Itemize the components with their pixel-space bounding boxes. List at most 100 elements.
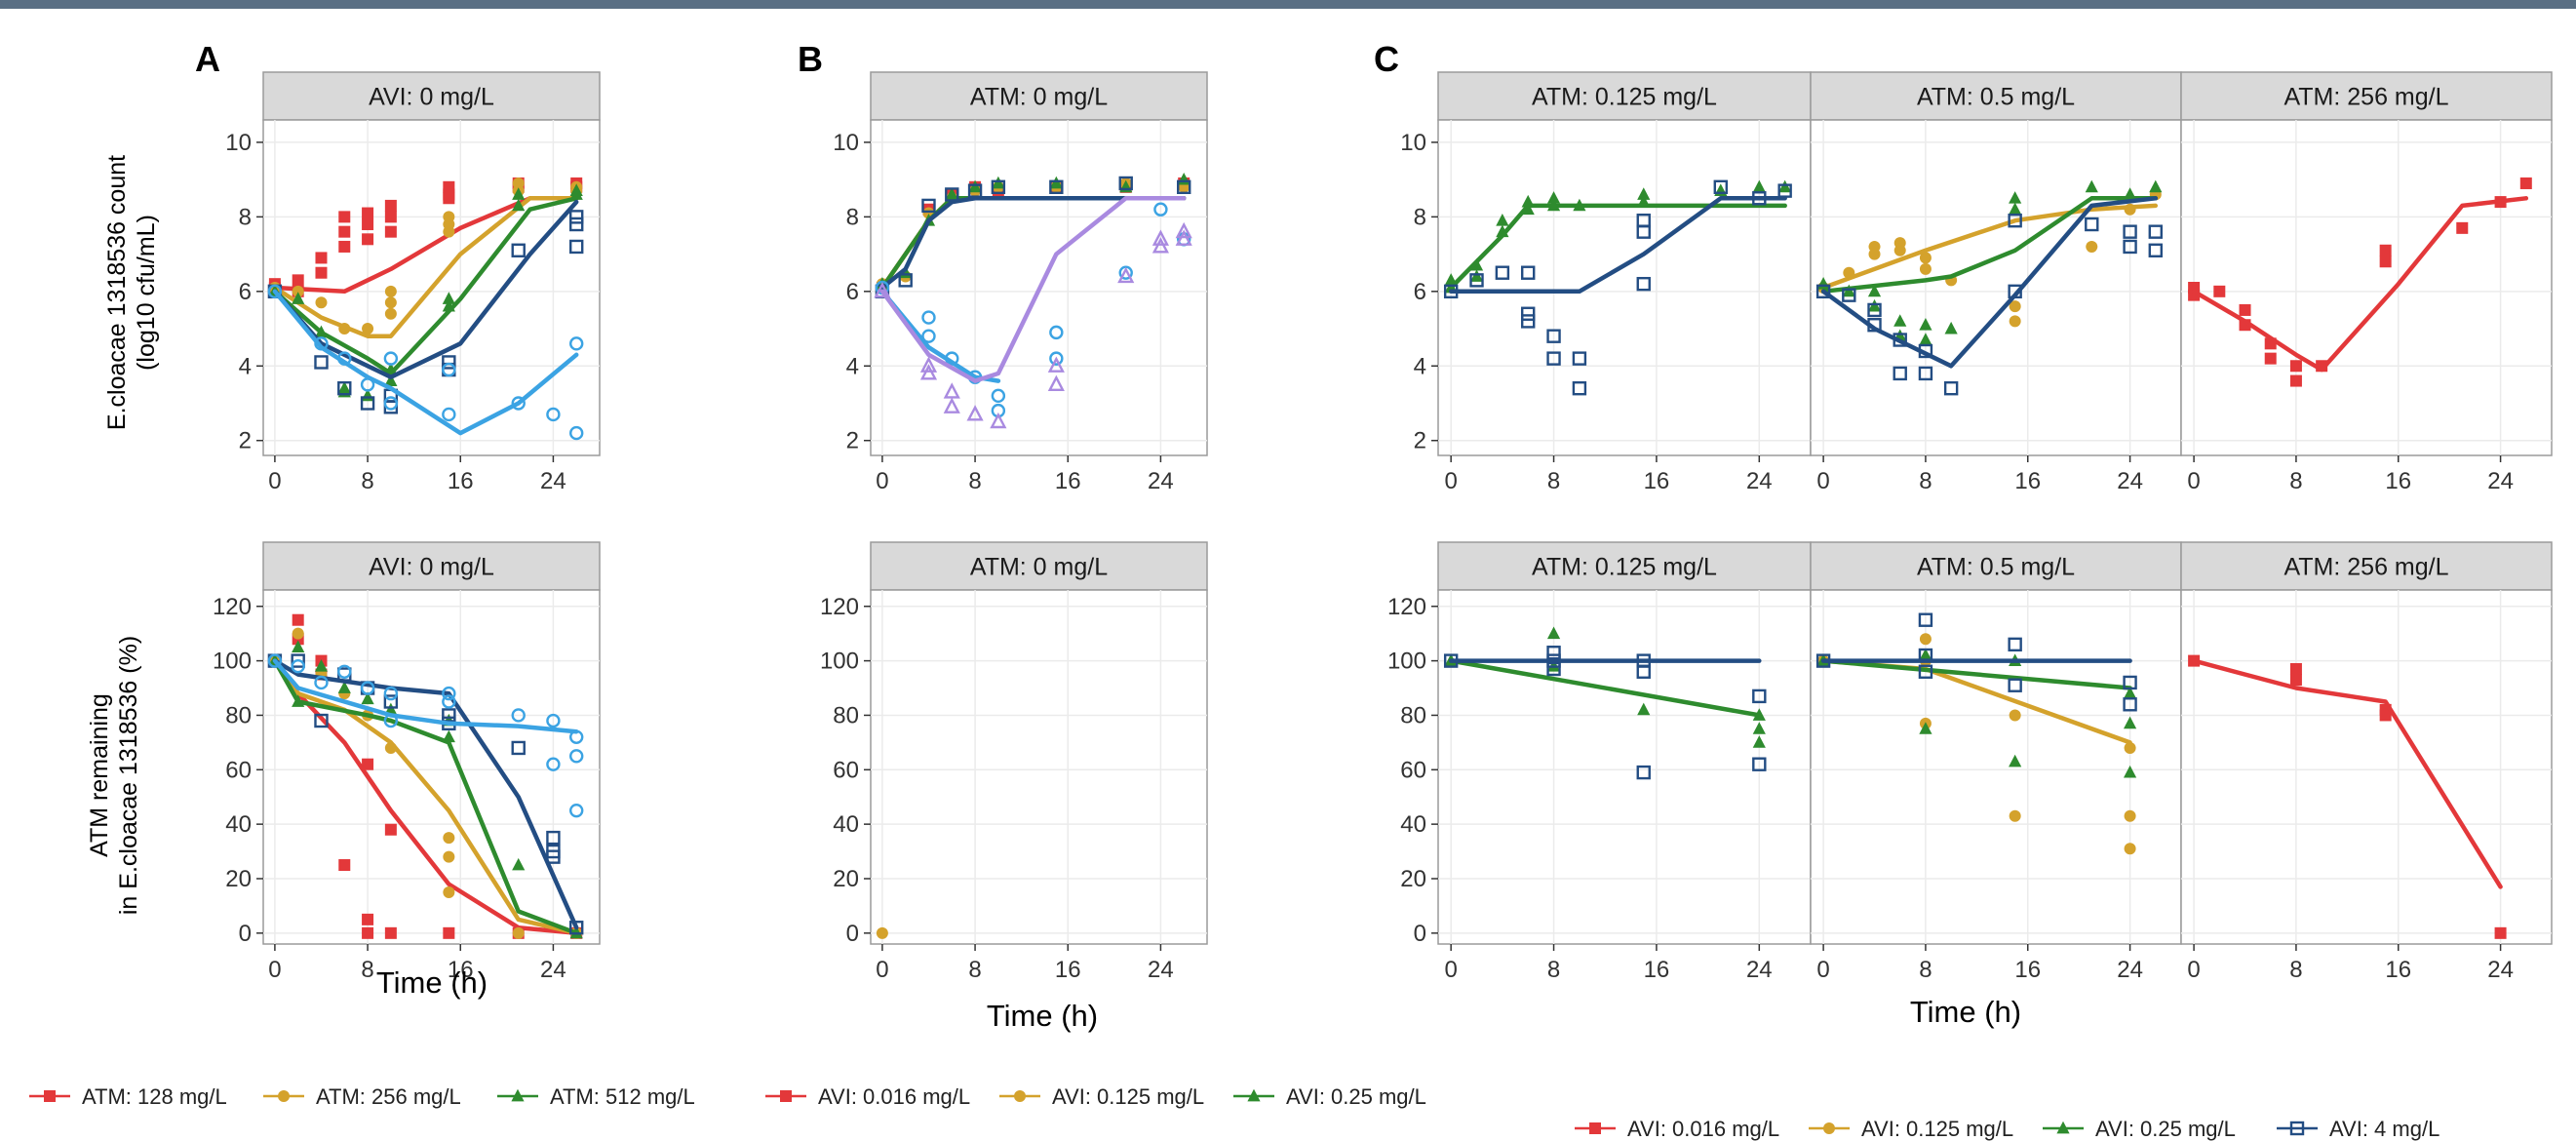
data-point-green bbox=[1752, 735, 1766, 748]
data-point-navy bbox=[2008, 213, 2022, 228]
data-point-navy bbox=[2008, 678, 2022, 692]
data-point-green bbox=[292, 640, 305, 653]
data-point-navy bbox=[1636, 765, 1651, 780]
series-line-navy bbox=[272, 658, 579, 930]
series-line-lavender bbox=[879, 196, 1187, 383]
data-point-red bbox=[362, 926, 374, 939]
y-tick-label: 40 bbox=[833, 811, 859, 838]
data-point-lavender bbox=[943, 397, 960, 413]
y-tick-label: 2 bbox=[239, 428, 252, 454]
data-point-navy bbox=[2148, 224, 2163, 239]
legend-a: ATM: 128 mg/L ATM: 256 mg/L ATM: 512 mg/L bbox=[29, 1084, 695, 1109]
legend-marker bbox=[44, 1090, 56, 1102]
legend-item: AVI: 0.016 mg/L bbox=[765, 1084, 970, 1109]
x-tick-label: 24 bbox=[2487, 957, 2514, 983]
panel-strip bbox=[870, 541, 1208, 591]
data-point-lavender bbox=[1047, 356, 1065, 373]
data-point-navy bbox=[991, 179, 1006, 195]
data-point-red bbox=[338, 211, 351, 223]
data-point-skyblue bbox=[546, 757, 561, 771]
data-point-navy bbox=[1842, 288, 1856, 302]
data-point-gold bbox=[2009, 809, 2021, 822]
legend-c: AVI: 0.016 mg/L AVI: 0.125 mg/L AVI: 0.25 … bbox=[1575, 1117, 2439, 1141]
data-point-skyblue bbox=[991, 388, 1006, 404]
data-point-skyblue bbox=[314, 675, 329, 690]
data-point-skyblue bbox=[921, 310, 936, 325]
x-tick-label: 8 bbox=[2289, 468, 2302, 494]
y-tick-label: 60 bbox=[225, 757, 252, 783]
panel-strip-title: AVI: 0 mg/L bbox=[369, 554, 494, 581]
x-tick-label: 0 bbox=[2187, 468, 2200, 494]
panel-strip bbox=[1437, 541, 1812, 591]
data-point-skyblue bbox=[921, 329, 936, 343]
data-point-navy bbox=[2085, 216, 2099, 232]
legend-item: AVI: 0.125 mg/L bbox=[1809, 1117, 2013, 1141]
series-navy bbox=[875, 176, 1191, 299]
data-point-navy bbox=[291, 653, 305, 668]
series-green bbox=[1816, 648, 2137, 778]
data-point-navy bbox=[1495, 265, 1510, 280]
data-point-lavender bbox=[919, 356, 938, 373]
data-point-navy bbox=[1636, 664, 1651, 679]
panel-C-top-2: ATM: 0.5 mg/L 0 8 16 24 bbox=[1810, 71, 2182, 494]
data-point-skyblue bbox=[442, 407, 456, 422]
series-line-navy bbox=[1448, 196, 1787, 295]
data-point-gold bbox=[512, 177, 525, 189]
legend-label: ATM: 256 mg/L bbox=[316, 1084, 461, 1109]
y-tick-label: 8 bbox=[846, 204, 859, 230]
panel-label-b: B bbox=[798, 39, 823, 79]
legend-marker bbox=[1247, 1088, 1261, 1102]
y-axis-label-top-line1: E.cloacae 1318536 count bbox=[103, 155, 131, 430]
y-tick-label: 4 bbox=[239, 353, 252, 379]
panel-strip bbox=[2180, 541, 2553, 591]
top-border-bar bbox=[0, 0, 2576, 9]
data-point-green bbox=[1944, 321, 1958, 334]
data-point-red bbox=[292, 613, 304, 626]
panel-strip-title: AVI: 0 mg/L bbox=[369, 84, 494, 111]
legend-item: AVI: 0.25 mg/L bbox=[1233, 1084, 1426, 1109]
panel-background bbox=[1437, 119, 1812, 456]
panel-strip-title: ATM: 0.125 mg/L bbox=[1532, 554, 1717, 581]
data-point-navy bbox=[1572, 351, 1587, 366]
data-point-navy bbox=[1815, 284, 1831, 299]
legend-label: ATM: 512 mg/L bbox=[550, 1084, 695, 1109]
data-point-gold bbox=[292, 627, 304, 640]
panel-strip-title: ATM: 0 mg/L bbox=[970, 84, 1108, 111]
x-tick-label: 24 bbox=[1148, 957, 1174, 983]
y-tick-label: 6 bbox=[239, 279, 252, 305]
data-point-navy bbox=[1713, 179, 1728, 195]
panel-strip bbox=[262, 71, 601, 121]
x-tick-label: 0 bbox=[268, 468, 281, 494]
data-point-red bbox=[2289, 674, 2302, 687]
data-point-green bbox=[992, 176, 1005, 189]
x-tick-label: 24 bbox=[1746, 468, 1773, 494]
data-point-skyblue bbox=[383, 351, 399, 366]
data-point-red bbox=[384, 926, 397, 939]
data-point-navy bbox=[2123, 697, 2137, 712]
y-tick-label: 80 bbox=[1400, 702, 1426, 728]
series-line-gold bbox=[272, 196, 579, 338]
legend-label: AVI: 0.016 mg/L bbox=[1627, 1117, 1779, 1141]
data-point-green bbox=[2123, 765, 2137, 778]
labels-layer: A B C E.cloacae 1318536 count (log10 cfu… bbox=[86, 39, 2021, 1033]
x-tick-label: 16 bbox=[1055, 957, 1081, 983]
data-point-green bbox=[2009, 202, 2022, 216]
data-point-green bbox=[1546, 191, 1561, 204]
data-point-gold bbox=[2124, 741, 2136, 754]
data-point-red bbox=[384, 211, 397, 223]
data-point-skyblue bbox=[511, 396, 526, 411]
data-point-skyblue bbox=[442, 686, 456, 701]
x-tick-label: 0 bbox=[268, 957, 281, 983]
data-point-lavender bbox=[1151, 237, 1169, 254]
series-line-red bbox=[2191, 658, 2503, 889]
series-line-skyblue bbox=[272, 289, 579, 436]
data-point-red bbox=[2264, 352, 2277, 365]
x-tick-label: 24 bbox=[1148, 468, 1174, 494]
y-tick-label: 120 bbox=[820, 594, 859, 620]
data-point-gold bbox=[2124, 809, 2136, 822]
y-tick-label: 0 bbox=[846, 921, 859, 947]
data-point-green bbox=[512, 857, 526, 871]
data-point-navy bbox=[1918, 366, 1933, 381]
data-point-red bbox=[362, 218, 374, 231]
